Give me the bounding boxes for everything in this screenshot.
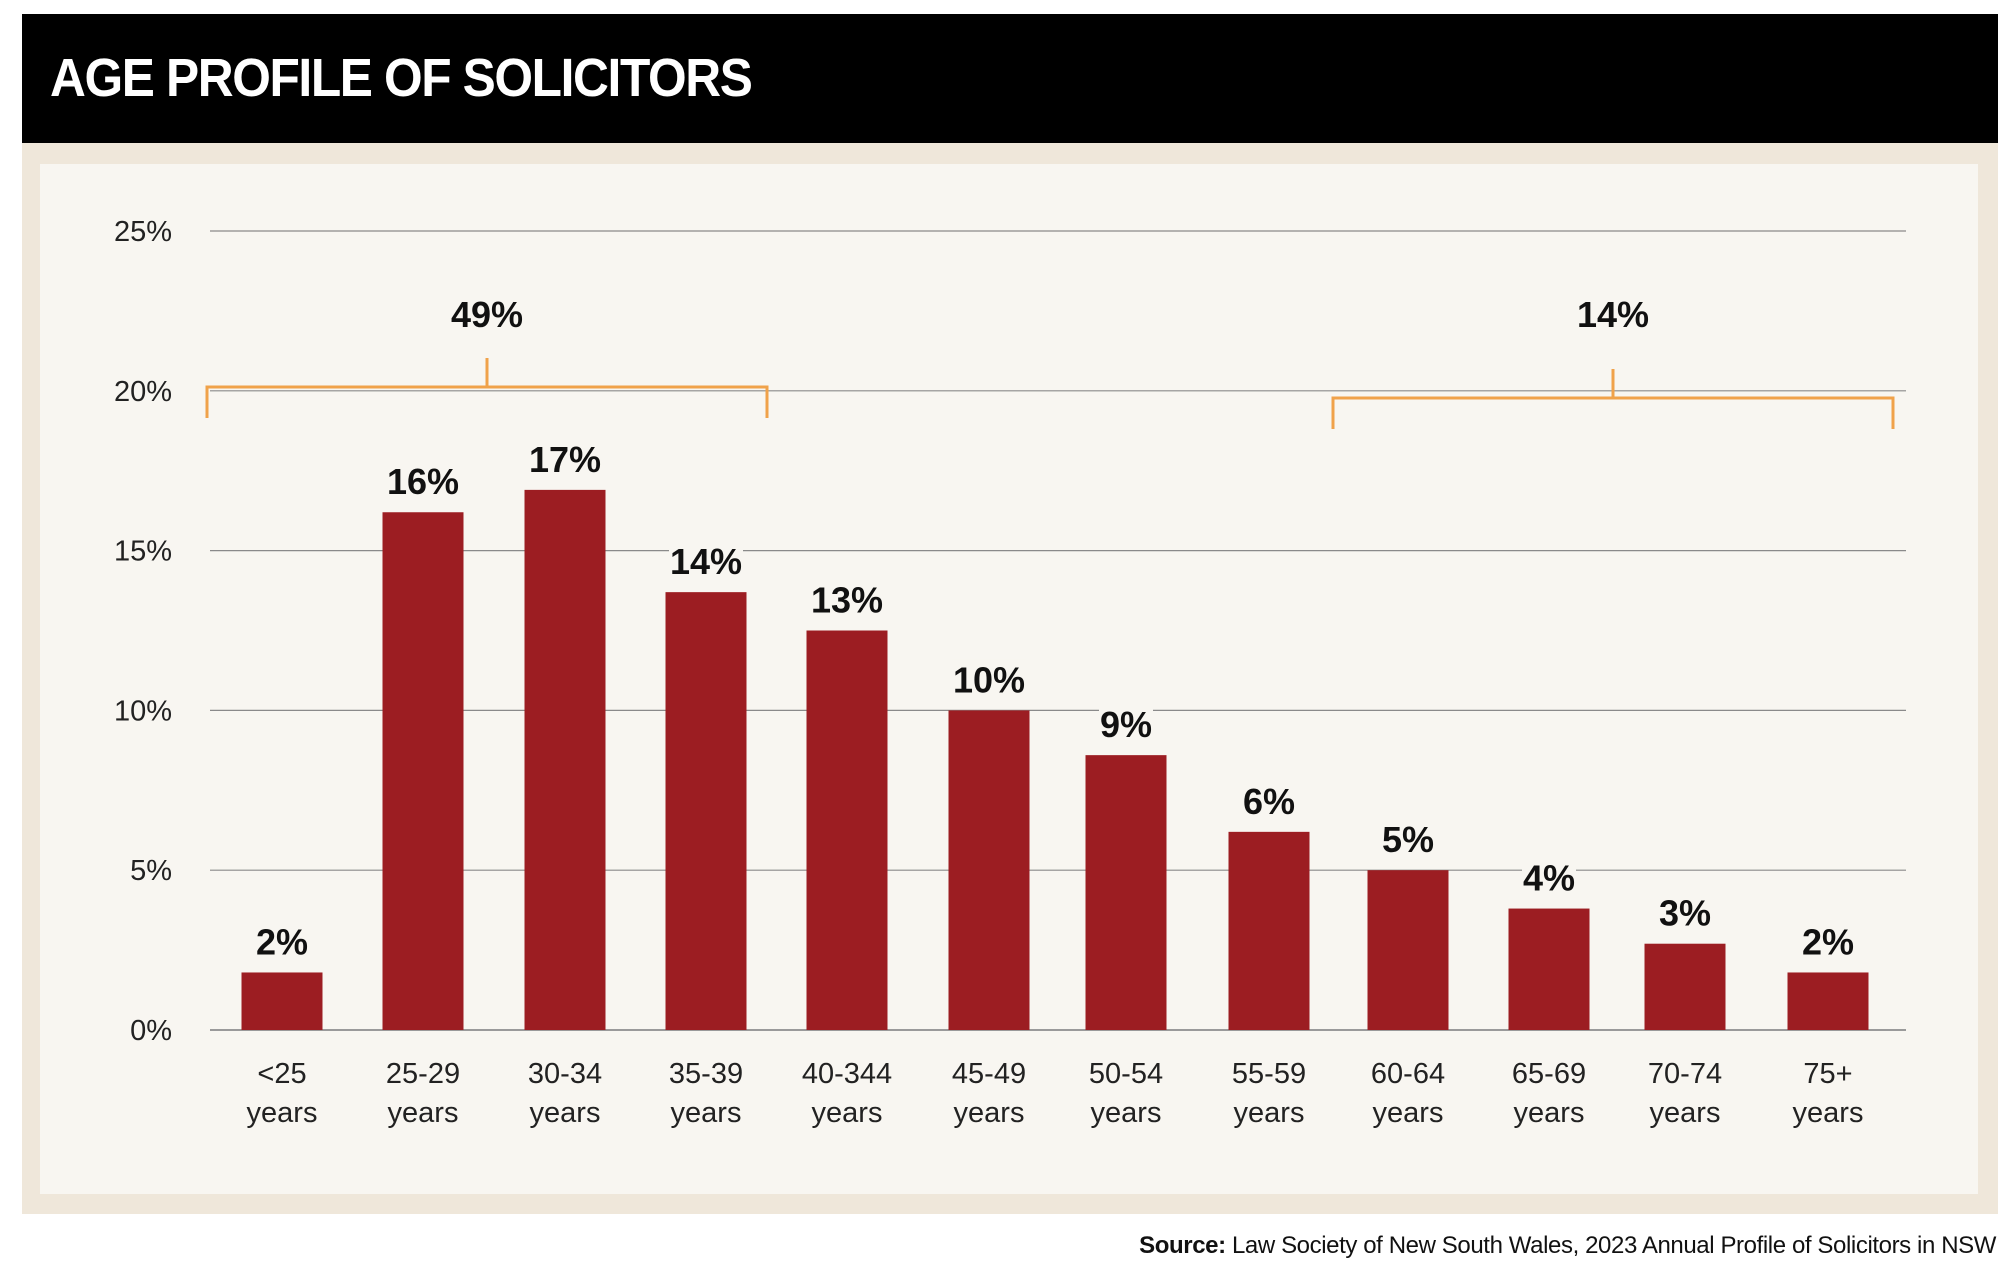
data-label-backdrop [669, 541, 743, 582]
group-total-label: 49% [451, 294, 523, 335]
data-label-backdrop [255, 921, 309, 962]
data-label-backdrop [1801, 921, 1855, 962]
bar-9 [1508, 908, 1590, 1030]
bar-0 [241, 972, 323, 1030]
gridlines [210, 230, 1906, 1031]
x-tick-label: years [1650, 1097, 1721, 1129]
data-label-backdrop [952, 659, 1026, 700]
x-tick-label: 25-29 [386, 1058, 460, 1090]
bar-6 [1085, 755, 1167, 1030]
x-tick-label: years [671, 1097, 742, 1129]
data-label: 2% [256, 921, 308, 962]
bar-2 [524, 489, 606, 1031]
bar-5 [948, 710, 1030, 1030]
data-label-backdrop [1099, 704, 1153, 745]
x-tick-label: years [1514, 1097, 1585, 1129]
page-title: AGE PROFILE OF SOLICITORS [50, 48, 753, 108]
group-bracket [1331, 369, 1895, 429]
data-label: 17% [529, 439, 601, 480]
y-tick-label: 5% [130, 855, 172, 887]
x-tick-label: years [1793, 1097, 1864, 1129]
data-label: 5% [1382, 819, 1434, 860]
data-label-backdrop [810, 579, 884, 620]
x-tick-label: years [954, 1097, 1025, 1129]
data-label: 6% [1243, 781, 1295, 822]
bar-1 [382, 512, 464, 1030]
bar-3 [665, 592, 747, 1030]
data-label-backdrop [1381, 819, 1435, 860]
x-tick-label: 30-34 [528, 1058, 602, 1090]
data-label-backdrop [1242, 780, 1296, 821]
data-labels: 2% 16% 17% 14% 13% 10% 9% 6% 5% 4% 3% 2% [255, 438, 1855, 962]
x-tick-label: 40-344 [802, 1058, 892, 1090]
data-label: 3% [1659, 893, 1711, 934]
x-tick-label: 70-74 [1648, 1058, 1722, 1090]
bars [241, 489, 1869, 1031]
source-text: Law Society of New South Wales, 2023 Ann… [1225, 1232, 1996, 1259]
x-tick-label: years [247, 1097, 318, 1129]
y-tick-label: 10% [114, 695, 172, 727]
bar-7 [1228, 831, 1310, 1030]
x-tick-label: years [530, 1097, 601, 1129]
x-tick-label: 45-49 [952, 1058, 1026, 1090]
x-axis-ticks: <25 years 25-29 years 30-34 years 35-39 years 40… [247, 1058, 1864, 1129]
data-label: 13% [811, 580, 883, 621]
x-tick-label: 35-39 [669, 1058, 743, 1090]
source-label: Source: [1139, 1232, 1226, 1259]
y-tick-label: 25% [114, 216, 172, 248]
source-note: Source: Law Society of New South Wales, … [1139, 1232, 1996, 1260]
x-tick-label: years [1091, 1097, 1162, 1129]
bar-4 [806, 630, 888, 1030]
x-tick-label: 75+ [1803, 1058, 1852, 1090]
x-tick-label: 65-69 [1512, 1058, 1586, 1090]
header-bar: AGE PROFILE OF SOLICITORS [22, 14, 1998, 143]
x-tick-label: years [812, 1097, 883, 1129]
y-tick-label: 20% [114, 376, 172, 408]
data-label-backdrop [386, 461, 460, 502]
group-bracket [205, 358, 769, 418]
bar-10 [1644, 943, 1726, 1030]
data-label: 10% [953, 659, 1025, 700]
data-label-backdrop [1522, 857, 1576, 898]
y-tick-label: 15% [114, 536, 172, 568]
data-label-backdrop [528, 438, 602, 479]
y-axis-ticks: 0% 5% 10% 15% 20% 25% [114, 216, 172, 1047]
x-tick-label: 55-59 [1232, 1058, 1306, 1090]
x-tick-label: <25 [257, 1058, 306, 1090]
x-tick-label: years [388, 1097, 459, 1129]
data-label: 16% [387, 461, 459, 502]
y-tick-label: 0% [130, 1015, 172, 1047]
group-brackets: 49% 14% [205, 294, 1895, 429]
data-label: 9% [1100, 704, 1152, 745]
x-tick-label: years [1234, 1097, 1305, 1129]
data-label: 14% [670, 541, 742, 582]
bar-8 [1367, 870, 1449, 1030]
group-total-label: 14% [1577, 294, 1649, 335]
x-tick-label: 50-54 [1089, 1058, 1163, 1090]
x-tick-label: 60-64 [1371, 1058, 1445, 1090]
x-tick-label: years [1373, 1097, 1444, 1129]
data-label: 2% [1802, 921, 1854, 962]
data-label-backdrop [1658, 892, 1712, 933]
data-label: 4% [1523, 858, 1575, 899]
bar-11 [1787, 972, 1869, 1030]
